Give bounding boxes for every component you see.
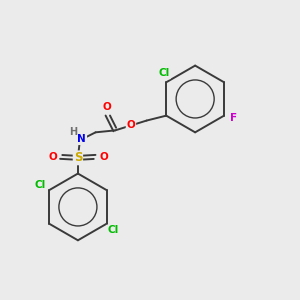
- Text: O: O: [127, 121, 135, 130]
- Text: O: O: [48, 152, 57, 162]
- Text: O: O: [102, 102, 111, 112]
- Text: O: O: [99, 152, 108, 162]
- Text: Cl: Cl: [159, 68, 170, 78]
- Text: Cl: Cl: [34, 180, 46, 190]
- Text: Cl: Cl: [107, 226, 118, 236]
- Text: F: F: [230, 112, 237, 123]
- Text: N: N: [77, 134, 86, 144]
- Text: S: S: [74, 152, 82, 164]
- Text: H: H: [69, 127, 77, 137]
